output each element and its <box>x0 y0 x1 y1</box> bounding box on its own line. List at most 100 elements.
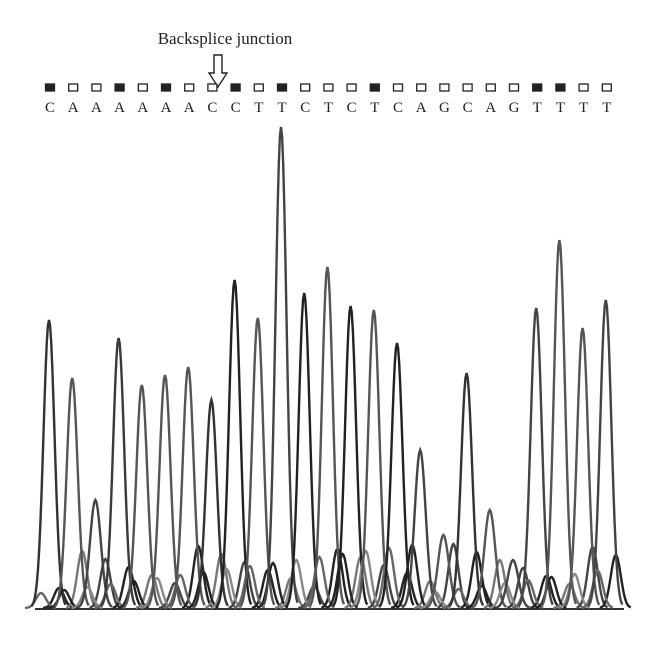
minor-peak <box>256 561 289 609</box>
quality-box <box>555 83 566 92</box>
major-peak <box>216 279 253 607</box>
base-letter: T <box>556 100 565 116</box>
quality-box <box>91 83 102 92</box>
minor-peak <box>233 564 266 609</box>
base-letter: T <box>324 100 333 116</box>
quality-box <box>160 83 172 92</box>
minor-peak <box>94 582 126 610</box>
major-peak <box>123 384 160 608</box>
quality-box <box>114 83 125 92</box>
minor-peak <box>581 569 614 609</box>
quality-box <box>300 83 311 92</box>
major-peak <box>146 374 183 608</box>
base-letter: C <box>45 100 55 116</box>
quality-box <box>253 83 264 92</box>
base-letter: C <box>207 100 217 116</box>
base-letter: A <box>184 100 195 116</box>
base-letter: T <box>277 100 286 116</box>
base-letter: A <box>137 100 148 116</box>
major-peak <box>448 372 485 608</box>
major-peak <box>262 126 299 606</box>
quality-box <box>485 83 496 92</box>
quality-box <box>230 83 241 92</box>
minor-peak <box>279 558 312 609</box>
junction-arrow <box>207 54 229 89</box>
quality-box <box>439 83 450 92</box>
minor-peak <box>326 552 359 609</box>
major-peak <box>308 266 346 607</box>
quality-box <box>184 83 195 92</box>
quality-box <box>44 83 56 92</box>
base-letter: A <box>68 100 79 116</box>
minor-peak <box>251 568 284 609</box>
base-letter: A <box>485 100 496 116</box>
quality-box <box>207 83 218 92</box>
quality-box <box>323 83 334 92</box>
base-letter: A <box>161 100 172 116</box>
base-letter: G <box>439 100 450 116</box>
quality-box <box>276 83 288 92</box>
quality-box <box>346 83 357 92</box>
base-letter: T <box>370 100 379 116</box>
base-letter: T <box>579 100 588 116</box>
base-letter: A <box>416 100 427 116</box>
minor-peak <box>535 575 567 609</box>
minor-peak <box>71 585 103 610</box>
quality-box <box>392 83 404 92</box>
minor-peak <box>442 587 474 610</box>
minor-peak <box>117 579 150 609</box>
minor-peak <box>367 563 400 609</box>
minor-peak <box>163 573 196 609</box>
minor-peak <box>303 555 335 609</box>
minor-peak <box>512 578 544 609</box>
minor-peak <box>599 553 632 609</box>
quality-box <box>532 83 543 92</box>
major-peak <box>540 239 578 607</box>
quality-box <box>369 83 380 92</box>
major-peak <box>30 319 67 608</box>
major-peak <box>53 377 90 608</box>
minor-peak <box>506 566 539 609</box>
minor-peak <box>488 581 521 610</box>
major-peak <box>169 366 206 608</box>
quality-box <box>601 83 612 92</box>
base-letter: C <box>231 100 241 116</box>
minor-peak <box>140 576 173 609</box>
base-letter: A <box>114 100 125 116</box>
minor-peak <box>210 567 243 609</box>
quality-box <box>68 83 79 92</box>
minor-peak <box>48 588 80 610</box>
minor-peak <box>558 572 590 609</box>
base-letter: G <box>509 100 520 116</box>
base-letter: T <box>254 100 263 116</box>
base-letter: C <box>300 100 310 116</box>
quality-box <box>508 83 520 92</box>
quality-box <box>462 83 473 92</box>
quality-box <box>137 83 148 92</box>
minor-peak <box>187 570 219 609</box>
major-peak <box>401 446 438 609</box>
major-peak <box>285 292 322 607</box>
minor-peak <box>349 549 382 609</box>
major-peak <box>495 558 530 609</box>
quality-box <box>416 83 427 92</box>
minor-peak <box>89 557 121 609</box>
junction-label: Backsplice junction <box>158 29 293 48</box>
base-letter: T <box>533 100 542 116</box>
base-letter: C <box>393 100 403 116</box>
minor-peak <box>483 558 516 609</box>
minor-peak <box>24 591 57 610</box>
base-letter: A <box>91 100 102 116</box>
major-peak <box>587 299 624 607</box>
major-peak <box>100 337 137 608</box>
major-peak <box>564 327 601 608</box>
minor-peak <box>135 573 168 609</box>
quality-box <box>578 83 589 92</box>
trace-peaks <box>24 126 632 610</box>
minor-peak <box>529 574 562 609</box>
minor-peak <box>112 565 144 609</box>
minor-peak <box>228 560 261 609</box>
base-letter: C <box>347 100 357 116</box>
